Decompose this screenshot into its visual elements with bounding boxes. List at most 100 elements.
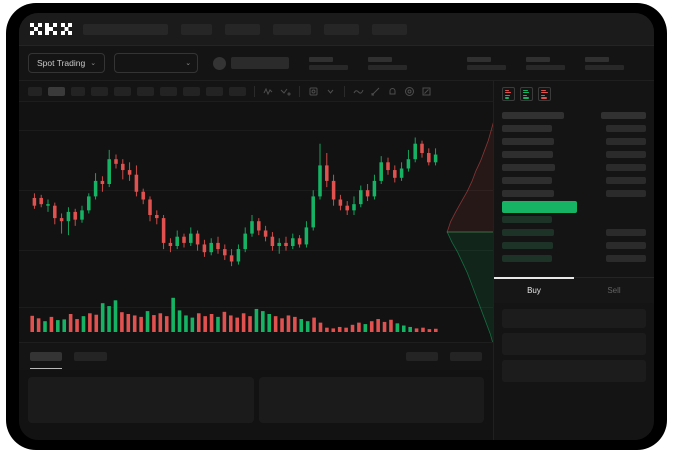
- line-chart-icon[interactable]: [353, 86, 364, 97]
- nav-item-4[interactable]: [324, 23, 359, 35]
- stat-label: [368, 56, 393, 62]
- bottom-tab-action-2[interactable]: [450, 352, 482, 361]
- bid-size: [606, 255, 646, 262]
- bottom-tab-bar: [19, 342, 493, 370]
- chevron-down-icon: ⌄: [185, 59, 192, 67]
- ask-price: [502, 177, 552, 184]
- ask-size: [606, 125, 646, 132]
- stat-value: [467, 64, 507, 70]
- bottom-panel-left[interactable]: [28, 377, 254, 423]
- chart-toolbar: [19, 81, 493, 102]
- pen-icon[interactable]: [370, 86, 381, 97]
- orderbook-panel: Buy Sell: [493, 81, 654, 440]
- fullscreen-icon[interactable]: [421, 86, 432, 97]
- timeframe-button-6[interactable]: [137, 86, 154, 96]
- ask-price: [502, 151, 553, 158]
- chart-gridline: [19, 130, 493, 131]
- timeframe-button-10[interactable]: [229, 86, 246, 96]
- stat-label: [309, 56, 334, 62]
- nav-item-5[interactable]: [372, 23, 407, 35]
- market-type-label: Spot Trading: [37, 58, 86, 68]
- timeframe-button-3[interactable]: [71, 86, 85, 96]
- orderbook-bid-row[interactable]: [502, 252, 646, 265]
- orderbook-asks-icon[interactable]: [538, 87, 551, 101]
- orderbook-mode-switcher: [494, 81, 654, 105]
- bottom-tab-order-history[interactable]: [74, 352, 107, 361]
- toolbar-divider: [299, 85, 300, 97]
- orderbook-both-icon[interactable]: [502, 87, 515, 101]
- orderbook-depth-overlay: [443, 118, 495, 346]
- volume-series: [30, 297, 438, 332]
- timeframe-button-1[interactable]: [28, 86, 42, 96]
- amount-field[interactable]: [502, 360, 646, 382]
- bottom-panel-right[interactable]: [258, 377, 484, 423]
- orderbook-col-price: [502, 112, 564, 119]
- orderbook-bids-icon[interactable]: [520, 87, 533, 101]
- camera-icon[interactable]: [404, 86, 415, 97]
- market-stat-low: [526, 56, 566, 70]
- orderbook-col-size: [601, 112, 646, 119]
- tab-buy[interactable]: Buy: [494, 277, 574, 303]
- market-type-selector[interactable]: Spot Trading ⌄: [28, 53, 106, 73]
- orderbook-bid-row[interactable]: [502, 239, 646, 252]
- order-type-field[interactable]: [502, 309, 646, 328]
- timeframe-button-7[interactable]: [160, 86, 177, 96]
- compare-icon[interactable]: [280, 86, 291, 97]
- last-price-spacer: [606, 203, 646, 210]
- toolbar-divider: [344, 85, 345, 97]
- stat-value: [368, 64, 408, 70]
- buy-sell-tabs: Buy Sell: [494, 277, 654, 303]
- ask-price: [502, 125, 552, 132]
- bid-price: [502, 242, 553, 249]
- orderbook-ask-row[interactable]: [502, 135, 646, 148]
- timeframe-button-4[interactable]: [91, 86, 108, 96]
- nav-primary[interactable]: [83, 23, 168, 35]
- tab-sell-label: Sell: [607, 286, 621, 295]
- nav-item-1[interactable]: [181, 23, 212, 35]
- price-field[interactable]: [502, 333, 646, 355]
- nav-item-3[interactable]: [273, 23, 311, 35]
- pair-coin-icon: [213, 56, 227, 70]
- chart-gridline: [19, 250, 493, 251]
- orderbook-ask-row[interactable]: [502, 187, 646, 200]
- chart-gridline: [19, 190, 493, 191]
- stat-label: [585, 56, 610, 62]
- ask-size: [606, 164, 646, 171]
- timeframe-button-2[interactable]: [48, 86, 65, 96]
- timeframe-button-9[interactable]: [206, 86, 223, 96]
- orderbook-ask-row[interactable]: [502, 174, 646, 187]
- market-stat-volume: [585, 56, 625, 70]
- orderbook-last-price: [502, 200, 646, 213]
- chart-gridline: [19, 307, 493, 308]
- okx-logo-icon[interactable]: [30, 23, 72, 35]
- chevron-down-icon[interactable]: [325, 86, 336, 97]
- ask-price: [502, 164, 555, 171]
- price-chart[interactable]: [19, 102, 493, 342]
- settings-icon[interactable]: [308, 86, 319, 97]
- timeframe-button-8[interactable]: [183, 86, 200, 96]
- timeframe-button-5[interactable]: [114, 86, 131, 96]
- orderbook-bid-row[interactable]: [502, 226, 646, 239]
- market-stat-change: [368, 56, 408, 70]
- tab-sell[interactable]: Sell: [574, 278, 654, 303]
- orderbook-ask-row[interactable]: [502, 161, 646, 174]
- tab-buy-label: Buy: [527, 286, 541, 295]
- ask-size: [606, 151, 646, 158]
- bottom-tab-open-orders[interactable]: [30, 352, 62, 369]
- orderbook-bid-row[interactable]: [502, 213, 646, 226]
- order-form: [494, 303, 654, 387]
- trading-pair-selector[interactable]: ⌄: [114, 53, 199, 73]
- bottom-tab-action-1[interactable]: [406, 352, 438, 361]
- stat-label: [467, 56, 492, 62]
- bottom-panels: [19, 370, 493, 440]
- ask-price: [502, 190, 554, 197]
- toolbar-divider: [254, 85, 255, 97]
- top-navigation-bar: [19, 13, 654, 46]
- orderbook-ask-row[interactable]: [502, 148, 646, 161]
- nav-item-2[interactable]: [225, 23, 260, 35]
- alert-icon[interactable]: [387, 86, 398, 97]
- orderbook-ask-row[interactable]: [502, 122, 646, 135]
- ask-size: [606, 177, 646, 184]
- indicator-icon[interactable]: [263, 86, 274, 97]
